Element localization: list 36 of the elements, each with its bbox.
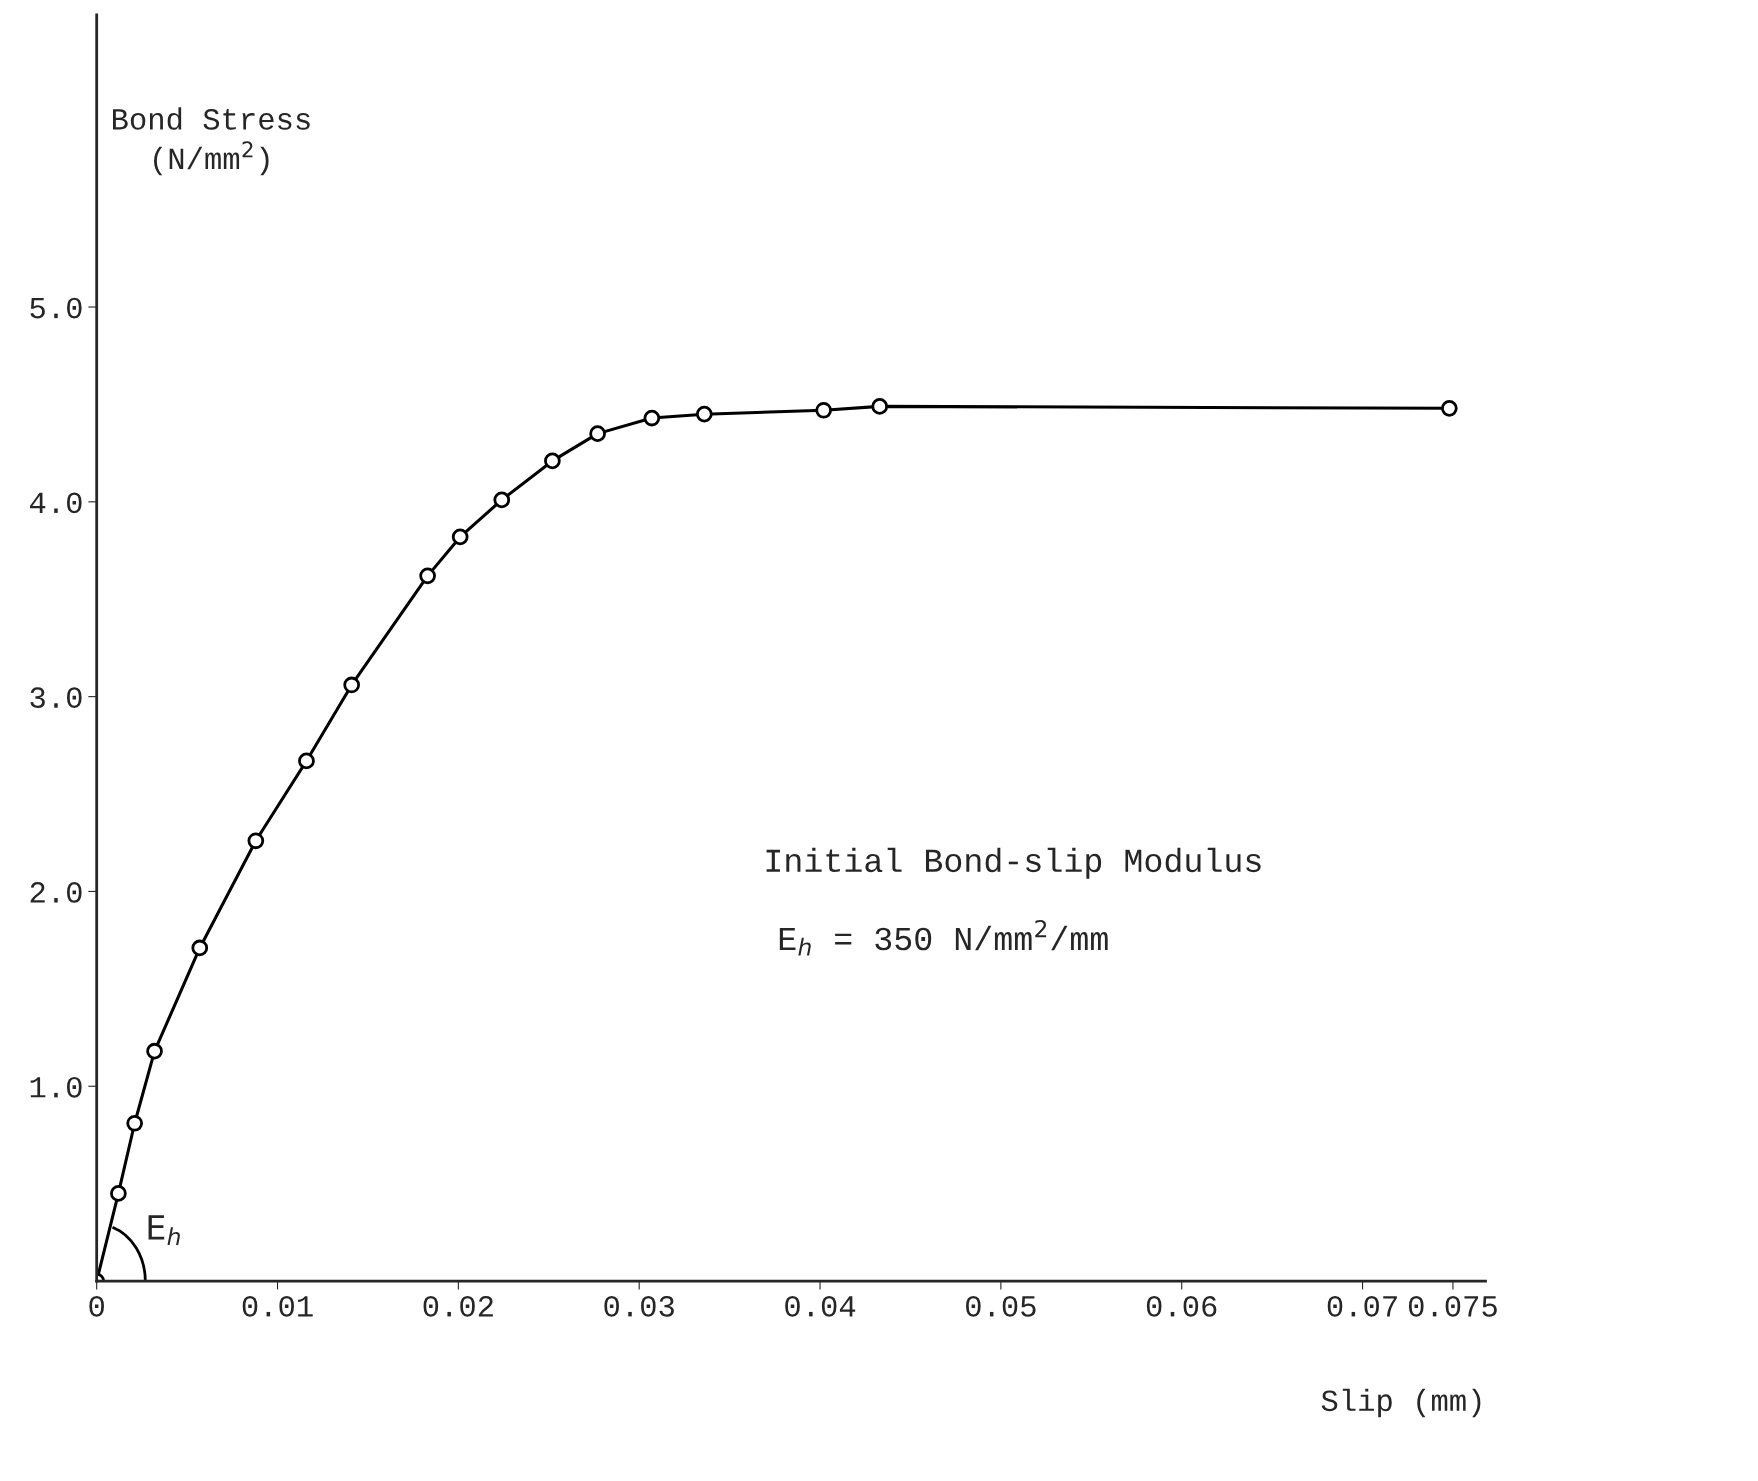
point [146, 1042, 163, 1060]
y-tick-label: 5.0 [30, 297, 82, 319]
x-tick-label: 0.075 [1408, 1295, 1497, 1317]
y-tick-label: 1.0 [30, 1076, 82, 1098]
point [589, 425, 606, 442]
x-tick-label: 0 [89, 1295, 104, 1317]
x-tick-label: 0.03 [604, 1295, 674, 1317]
annotation: E$_{h}$ [148, 1215, 180, 1246]
point [544, 452, 561, 470]
point [695, 405, 713, 423]
annotation: E$_{h}$ = 350 N/mm$^{2}$/mm [779, 919, 1108, 956]
y-tick-label: 2.0 [30, 882, 82, 903]
point [343, 676, 360, 694]
y-tick-label: 4.0 [30, 492, 82, 514]
point [451, 528, 469, 546]
y-tick-label: 3.0 [30, 687, 82, 709]
x-tick-label: 0.05 [966, 1295, 1036, 1317]
x-tick-label: 0.02 [423, 1295, 493, 1317]
point [493, 491, 511, 509]
point [871, 398, 889, 415]
point [247, 832, 265, 850]
point [419, 567, 436, 585]
point [191, 939, 209, 957]
x-tick-label: 0.07 [1327, 1295, 1397, 1317]
x-tick-label: 0.01 [242, 1295, 313, 1317]
annotation: Initial Bond-slip Modulus [766, 847, 1261, 879]
point [815, 401, 832, 419]
point [298, 752, 315, 770]
point [110, 1185, 127, 1202]
point [1441, 399, 1458, 417]
point [126, 1114, 143, 1132]
x-axis-title: Slip (mm) [1321, 1388, 1481, 1418]
x-tick-label: 0.04 [785, 1295, 856, 1317]
x-tick-label: 0.06 [1146, 1295, 1217, 1317]
point [643, 409, 661, 427]
y-axis-title: Bond Stress (N/mm$^{2}$) [112, 107, 310, 176]
